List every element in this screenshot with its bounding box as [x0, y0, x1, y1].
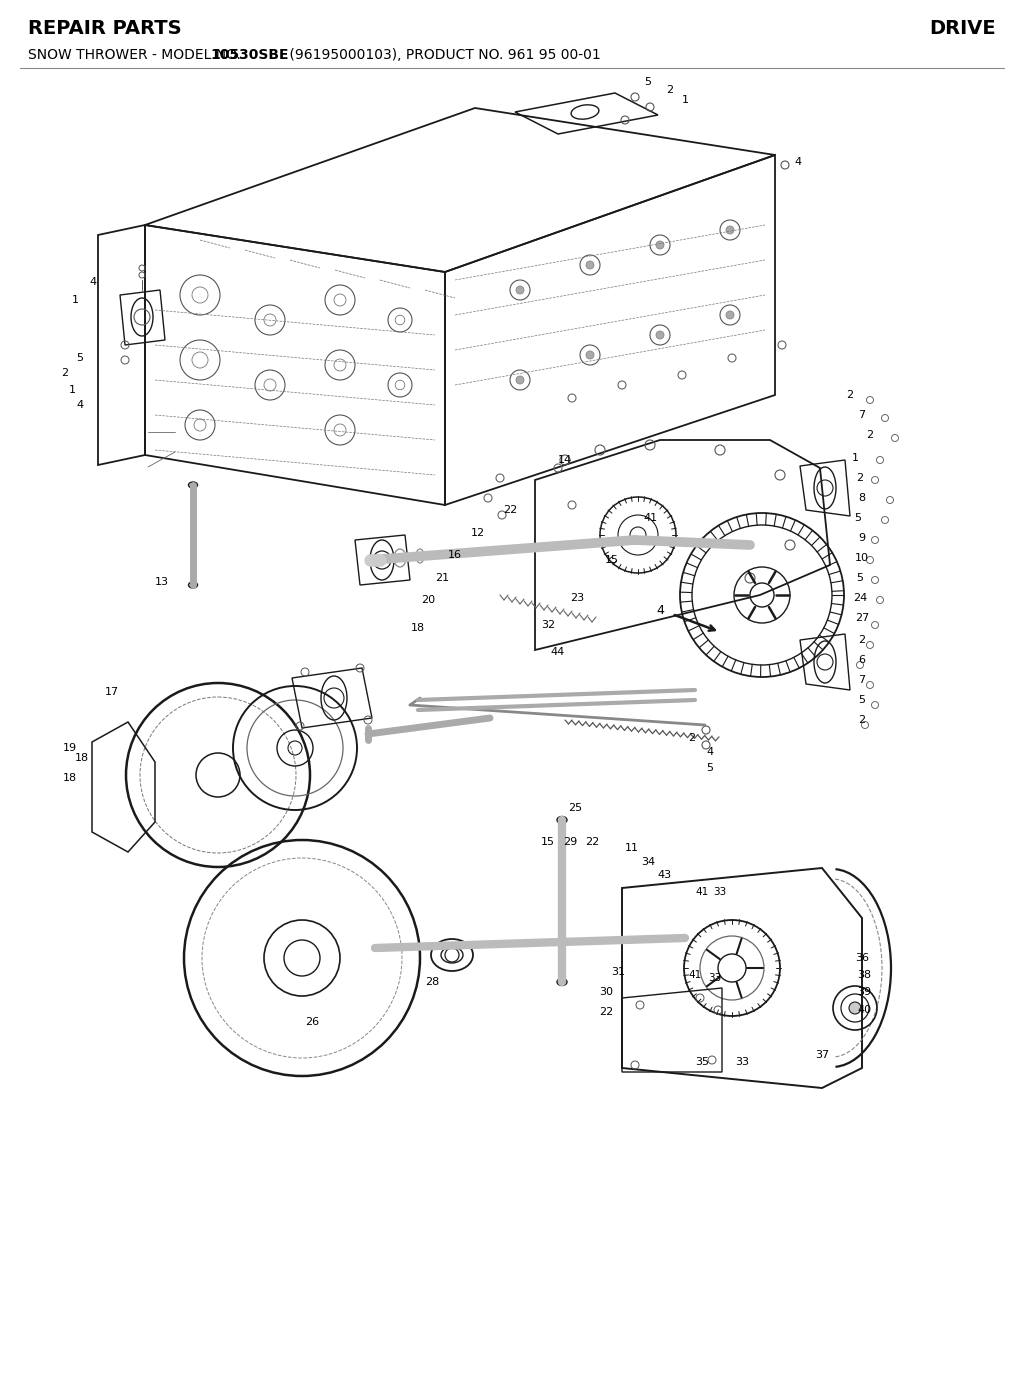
- Text: (96195000103), PRODUCT NO. 961 95 00-01: (96195000103), PRODUCT NO. 961 95 00-01: [285, 48, 601, 62]
- Text: 37: 37: [815, 1050, 829, 1060]
- Text: 2: 2: [856, 474, 863, 483]
- Text: 39: 39: [857, 988, 871, 997]
- Text: 35: 35: [695, 1057, 709, 1066]
- Text: 1: 1: [69, 385, 76, 395]
- Text: 34: 34: [641, 857, 655, 867]
- Text: 11: 11: [625, 843, 639, 853]
- Text: 33: 33: [714, 886, 727, 897]
- Text: 5: 5: [856, 573, 863, 583]
- Circle shape: [656, 331, 664, 339]
- Text: 5: 5: [854, 512, 861, 524]
- Text: 20: 20: [421, 596, 435, 605]
- Text: 21: 21: [435, 573, 450, 583]
- Text: 40: 40: [857, 1006, 871, 1015]
- Text: 22: 22: [503, 506, 517, 515]
- Ellipse shape: [557, 978, 567, 986]
- Circle shape: [586, 260, 594, 269]
- Circle shape: [726, 226, 734, 234]
- Text: 15: 15: [541, 837, 555, 848]
- Text: 33: 33: [709, 974, 722, 983]
- Circle shape: [726, 312, 734, 319]
- Text: 43: 43: [658, 870, 672, 879]
- Text: 17: 17: [104, 687, 119, 697]
- Text: 5: 5: [858, 695, 865, 705]
- Ellipse shape: [188, 582, 198, 589]
- Text: 33: 33: [735, 1057, 749, 1066]
- Text: 26: 26: [305, 1017, 319, 1028]
- Text: 18: 18: [62, 773, 77, 783]
- Text: 12: 12: [471, 528, 485, 537]
- Text: 29: 29: [563, 837, 578, 848]
- Circle shape: [656, 241, 664, 249]
- Text: 25: 25: [568, 803, 582, 813]
- Text: 44: 44: [551, 647, 565, 656]
- Text: 1: 1: [852, 453, 858, 463]
- Text: 18: 18: [411, 623, 425, 633]
- Text: REPAIR PARTS: REPAIR PARTS: [28, 18, 181, 37]
- Text: 27: 27: [855, 614, 869, 623]
- Text: 13: 13: [155, 578, 169, 587]
- Circle shape: [516, 285, 524, 294]
- Text: 31: 31: [611, 967, 625, 976]
- Text: 2: 2: [858, 634, 865, 645]
- Text: 14: 14: [558, 456, 572, 465]
- Text: 1: 1: [72, 295, 79, 305]
- Ellipse shape: [557, 817, 567, 824]
- Text: 23: 23: [570, 593, 584, 602]
- Ellipse shape: [188, 482, 198, 488]
- Text: 30: 30: [599, 988, 613, 997]
- Text: 41: 41: [688, 969, 701, 981]
- Text: DRIVE: DRIVE: [930, 18, 996, 37]
- Text: 4: 4: [77, 400, 84, 410]
- Text: 2: 2: [688, 733, 695, 742]
- Text: 36: 36: [855, 953, 869, 963]
- Text: 28: 28: [425, 976, 439, 988]
- Text: 2: 2: [667, 84, 674, 96]
- Circle shape: [849, 1001, 861, 1014]
- Text: 24: 24: [853, 593, 867, 602]
- Text: 19: 19: [62, 742, 77, 753]
- Text: SNOW THROWER - MODEL NO.: SNOW THROWER - MODEL NO.: [28, 48, 246, 62]
- Text: 18: 18: [75, 753, 89, 763]
- Text: 5: 5: [707, 763, 714, 773]
- Text: 38: 38: [857, 969, 871, 981]
- Text: 2: 2: [61, 368, 69, 378]
- Text: 9: 9: [858, 533, 865, 543]
- Text: 5: 5: [644, 78, 651, 87]
- Text: 2: 2: [847, 391, 854, 400]
- Circle shape: [516, 375, 524, 384]
- Text: 2: 2: [866, 429, 873, 440]
- Text: 5: 5: [77, 353, 84, 363]
- Text: 16: 16: [449, 550, 462, 560]
- Circle shape: [586, 350, 594, 359]
- Text: 4: 4: [795, 157, 802, 168]
- Text: 6: 6: [858, 655, 865, 665]
- Text: 10530SBE: 10530SBE: [210, 48, 289, 62]
- Text: 7: 7: [858, 410, 865, 420]
- Text: 32: 32: [541, 620, 555, 630]
- Text: 10: 10: [855, 553, 869, 562]
- Text: 15: 15: [605, 555, 618, 565]
- Text: 22: 22: [585, 837, 599, 848]
- Text: 8: 8: [858, 493, 865, 503]
- Text: 4: 4: [707, 747, 714, 758]
- Text: 7: 7: [858, 674, 865, 686]
- Text: 4: 4: [89, 277, 96, 287]
- Text: 4: 4: [656, 604, 664, 616]
- Text: 1: 1: [682, 96, 688, 105]
- Text: 41: 41: [695, 886, 709, 897]
- Text: 22: 22: [599, 1007, 613, 1017]
- Text: 2: 2: [858, 715, 865, 724]
- Text: 41: 41: [643, 512, 657, 524]
